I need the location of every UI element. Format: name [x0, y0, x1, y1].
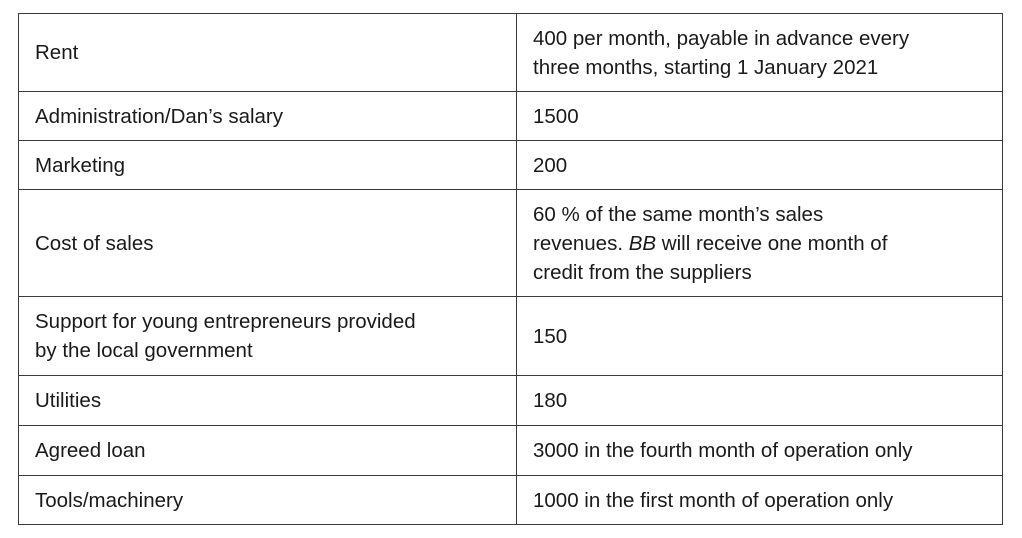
value-cell: 400 per month, payable in advance every … — [516, 13, 1003, 92]
item-label: Administration/Dan’s salary — [35, 104, 284, 128]
value-cell: 1500 — [516, 91, 1003, 141]
item-label: Utilities — [35, 389, 102, 412]
value-text: 1000 in the first month of operation onl… — [533, 488, 894, 512]
value-cell: 150 — [516, 296, 1003, 376]
item-cell: Cost of sales — [18, 189, 517, 297]
value-text: 400 per month, payable in advance every — [533, 26, 910, 50]
value-text-post: will receive one month of — [656, 231, 888, 255]
value-text: 3000 in the fourth month of operation on… — [533, 439, 913, 462]
item-cell: Agreed loan — [18, 425, 517, 476]
table-row: Tools/machinery 1000 in the first month … — [18, 475, 1003, 525]
value-cell: 3000 in the fourth month of operation on… — [516, 425, 1003, 476]
value-text: three months, starting 1 January 2021 — [533, 55, 879, 79]
value-cell: 1000 in the first month of operation onl… — [516, 475, 1003, 525]
item-cell: Tools/machinery — [18, 475, 517, 525]
table-row: Marketing 200 — [18, 140, 1003, 190]
table-row: Utilities 180 — [18, 375, 1003, 426]
item-label: Agreed loan — [35, 439, 146, 462]
value-text: credit from the suppliers — [533, 260, 752, 284]
item-label: Tools/machinery — [35, 488, 184, 512]
table-row: Rent 400 per month, payable in advance e… — [18, 13, 1003, 92]
item-cell: Support for young entrepreneurs provided… — [18, 296, 517, 376]
item-label: Marketing — [35, 153, 126, 177]
item-cell: Administration/Dan’s salary — [18, 91, 517, 141]
value-text: 180 — [533, 389, 568, 412]
value-text: 60 % of the same month’s sales — [533, 202, 824, 226]
value-text: 150 — [533, 324, 568, 348]
value-text: 1500 — [533, 104, 579, 128]
value-cell: 200 — [516, 140, 1003, 190]
value-text-line: revenues. BB will receive one month of — [533, 229, 986, 258]
table-row: Agreed loan 3000 in the fourth month of … — [18, 425, 1003, 476]
item-label: Support for young entrepreneurs provided — [35, 310, 416, 333]
table-row: Cost of sales 60 % of the same month’s s… — [18, 189, 1003, 297]
item-cell: Rent — [18, 13, 517, 92]
value-cell: 180 — [516, 375, 1003, 426]
value-cell: 60 % of the same month’s sales revenues.… — [516, 189, 1003, 297]
table-row: Support for young entrepreneurs provided… — [18, 296, 1003, 376]
value-text-pre: revenues. — [533, 231, 629, 255]
item-label: Rent — [35, 41, 79, 64]
item-cell: Utilities — [18, 375, 517, 426]
table-row: Administration/Dan’s salary 1500 — [18, 91, 1003, 141]
item-label: by the local government — [35, 339, 253, 362]
value-text: 200 — [533, 153, 568, 177]
item-cell: Marketing — [18, 140, 517, 190]
business-name-abbrev: BB — [628, 231, 657, 255]
cash-flow-items-table: Rent 400 per month, payable in advance e… — [18, 13, 1003, 525]
item-label: Cost of sales — [35, 231, 154, 255]
